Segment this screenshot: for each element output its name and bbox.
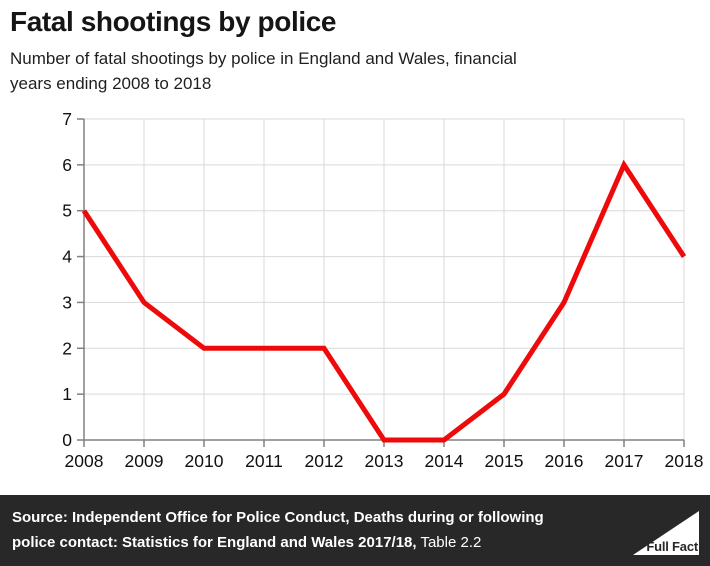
x-tick-label: 2016 xyxy=(545,451,584,471)
x-tick-label: 2014 xyxy=(425,451,464,471)
y-tick-label: 7 xyxy=(62,109,72,129)
chart-subtitle-line-2: years ending 2008 to 2018 xyxy=(10,74,212,93)
x-tick-label: 2013 xyxy=(365,451,404,471)
source-line-2-bold: police contact: Statistics for England a… xyxy=(12,534,417,551)
x-tick-label: 2017 xyxy=(605,451,644,471)
source-line-2: police contact: Statistics for England a… xyxy=(12,530,612,555)
chart-subtitle-line-1: Number of fatal shootings by police in E… xyxy=(10,49,517,68)
chart-svg: 0 1 2 3 4 5 6 7 2008 2009 2010 2011 2012 2013 2014 2015… xyxy=(62,109,704,471)
x-tick-label: 2008 xyxy=(65,451,104,471)
y-tick-label: 4 xyxy=(62,247,72,267)
chart-header: Fatal shootings by police Number of fata… xyxy=(10,5,700,96)
y-tick-label: 5 xyxy=(62,201,72,221)
source-line-1-bold: Source: Independent Office for Police Co… xyxy=(12,509,544,526)
data-line-fatal-shootings xyxy=(81,159,687,443)
full-fact-logo: Full Fact xyxy=(633,511,699,555)
y-tick-label: 3 xyxy=(62,292,72,312)
x-tick-label: 2010 xyxy=(185,451,224,471)
chart-subtitle: Number of fatal shootings by police in E… xyxy=(10,46,700,96)
x-tick-label: 2009 xyxy=(125,451,164,471)
y-tick-label: 1 xyxy=(62,384,72,404)
source-line-2-regular: Table 2.2 xyxy=(416,534,482,551)
source-text: Source: Independent Office for Police Co… xyxy=(12,505,612,555)
source-footer-bar: Source: Independent Office for Police Co… xyxy=(0,495,710,566)
x-tick-label: 2018 xyxy=(665,451,704,471)
source-line-1: Source: Independent Office for Police Co… xyxy=(12,505,612,530)
full-fact-logo-text: Full Fact xyxy=(646,539,698,554)
y-tick-label: 2 xyxy=(62,338,72,358)
x-tick-label: 2011 xyxy=(245,451,283,471)
x-tick-label: 2012 xyxy=(305,451,344,471)
y-tick-label: 6 xyxy=(62,155,72,175)
y-tick-label: 0 xyxy=(62,430,72,450)
chart-title: Fatal shootings by police xyxy=(10,6,337,37)
chart-area: 0 1 2 3 4 5 6 7 2008 2009 2010 2011 2012 2013 2014 2015… xyxy=(0,105,710,490)
x-tick-label: 2015 xyxy=(485,451,524,471)
